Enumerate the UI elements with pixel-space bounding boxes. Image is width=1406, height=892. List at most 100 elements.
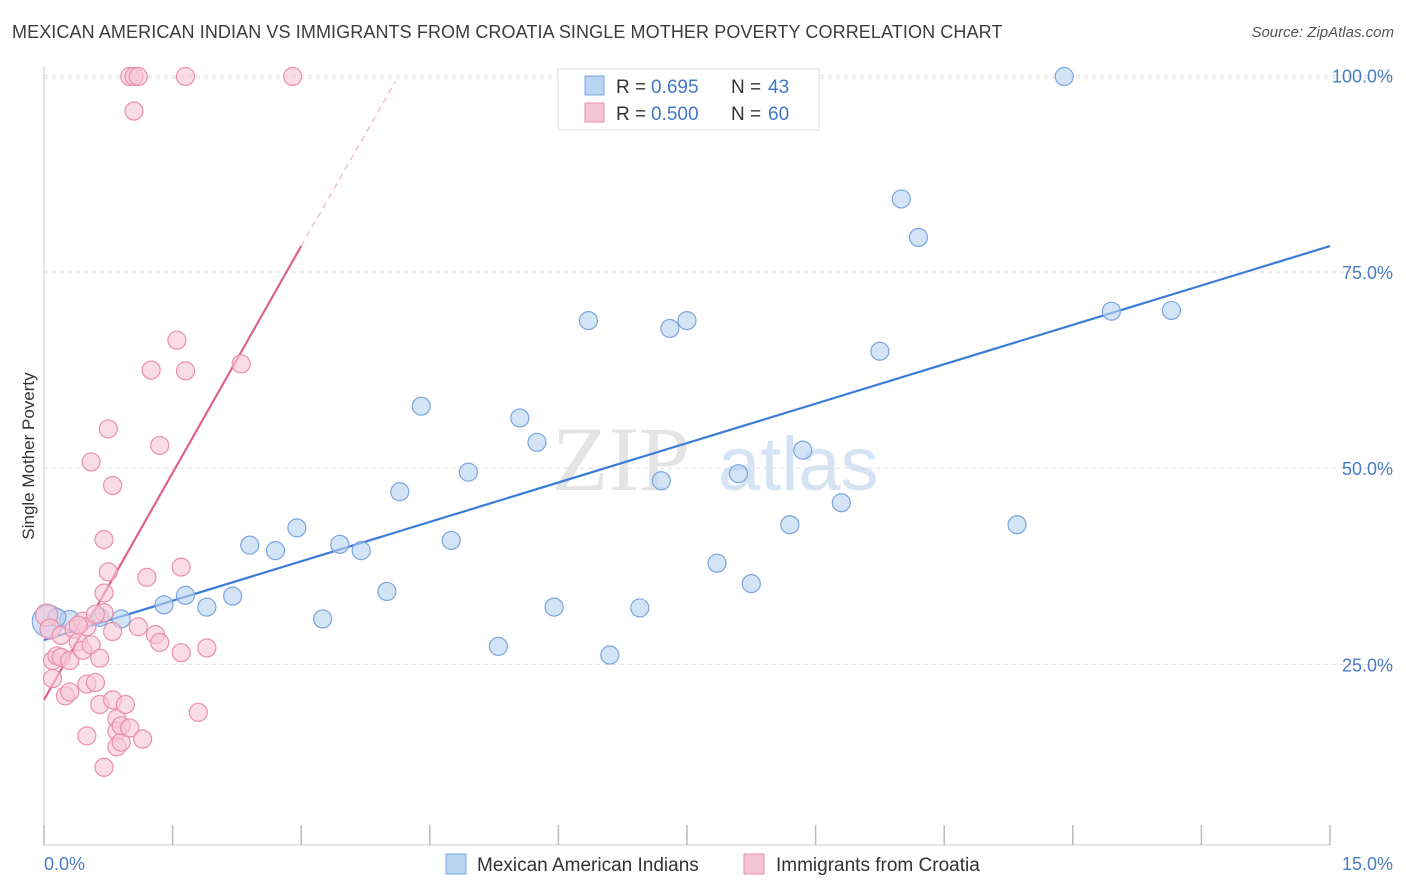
point-blue-18 <box>458 462 478 482</box>
point-pink-9 <box>60 650 80 671</box>
point-pink-40 <box>141 360 161 380</box>
point-pink-19 <box>85 672 106 693</box>
point-pink-46 <box>171 643 191 663</box>
point-blue-20 <box>510 408 530 428</box>
legend-n-label-2: N = <box>731 104 761 125</box>
point-pink-16 <box>77 726 97 746</box>
trend-lines <box>43 80 1331 701</box>
point-blue-23 <box>578 311 599 331</box>
point-pink-50 <box>231 354 251 374</box>
point-pink-49 <box>197 638 217 658</box>
point-pink-23 <box>94 583 114 603</box>
point-pink-43 <box>150 435 170 456</box>
point-blue-11 <box>313 609 333 629</box>
point-pink-39 <box>137 567 157 587</box>
point-blue-31 <box>741 573 761 594</box>
bottom-legend-label-pink: Immigrants from Croatia <box>776 855 980 876</box>
point-blue-41 <box>1161 300 1181 321</box>
tick-labels: 25.0% 50.0% 75.0% 100.0% 0.0% 15.0% <box>44 67 1393 874</box>
point-blue-13 <box>351 541 371 561</box>
point-blue-7 <box>223 586 243 606</box>
point-pink-54 <box>124 101 144 121</box>
point-blue-26 <box>651 471 671 491</box>
point-pink-35 <box>115 694 136 715</box>
point-pink-36 <box>120 718 140 738</box>
point-pink-8 <box>60 682 80 702</box>
point-pink-26 <box>94 757 114 777</box>
watermark-zip: ZIP <box>552 408 690 510</box>
point-blue-5 <box>175 585 196 605</box>
point-pink-29 <box>102 475 123 496</box>
data-points <box>31 66 1181 777</box>
watermark: ZIP atlas <box>552 408 879 510</box>
point-blue-38 <box>1007 515 1027 535</box>
legend-n-value-1: 43 <box>768 77 789 98</box>
point-pink-44 <box>167 330 187 350</box>
point-pink-48 <box>188 702 208 722</box>
point-pink-28 <box>98 419 118 439</box>
point-blue-27 <box>660 318 680 339</box>
point-blue-24 <box>600 645 620 665</box>
point-pink-24 <box>94 530 114 550</box>
point-blue-37 <box>908 227 929 248</box>
legend: R = 0.695 N = 43 R = 0.500 N = 60 <box>557 68 820 131</box>
point-blue-17 <box>441 530 461 551</box>
legend-r-label-1: R = <box>616 77 646 98</box>
point-blue-32 <box>780 515 800 535</box>
point-blue-34 <box>831 493 851 513</box>
point-pink-59 <box>102 621 123 642</box>
point-blue-39 <box>1054 66 1074 87</box>
bottom-legend: Mexican American Indians Immigrants from… <box>445 853 980 876</box>
point-blue-36 <box>891 189 911 209</box>
point-pink-47 <box>175 361 196 381</box>
point-blue-25 <box>630 598 650 618</box>
point-pink-20 <box>90 648 110 668</box>
legend-swatch-pink <box>584 102 605 123</box>
point-blue-40 <box>1101 301 1121 321</box>
y-axis-label: Single Mother Poverty <box>19 372 38 540</box>
point-blue-16 <box>411 396 431 416</box>
y-tick-label-3: 100.0% <box>1332 67 1393 87</box>
legend-n-value-2: 60 <box>768 104 789 125</box>
point-blue-4 <box>154 595 174 615</box>
point-pink-56 <box>283 66 303 87</box>
point-blue-15 <box>390 482 410 502</box>
watermark-atlas: atlas <box>718 422 879 507</box>
point-blue-21 <box>527 432 547 452</box>
point-pink-25 <box>98 562 118 582</box>
point-pink-55 <box>175 66 196 87</box>
point-blue-30 <box>728 464 749 484</box>
x-tick-label-1: 15.0% <box>1342 854 1393 874</box>
point-pink-53 <box>128 66 148 87</box>
point-blue-12 <box>330 534 350 554</box>
y-tick-label-1: 50.0% <box>1342 459 1393 479</box>
point-blue-33 <box>793 440 813 460</box>
point-blue-8 <box>240 535 260 555</box>
legend-r-value-2: 0.500 <box>651 104 699 125</box>
axes <box>43 66 1331 846</box>
bottom-legend-label-blue: Mexican American Indians <box>477 855 699 876</box>
point-blue-22 <box>544 597 564 617</box>
chart-title: MEXICAN AMERICAN INDIAN VS IMMIGRANTS FR… <box>12 22 1003 42</box>
point-blue-6 <box>197 597 217 617</box>
point-pink-42 <box>150 632 170 653</box>
point-blue-28 <box>677 311 697 331</box>
trend-line-blue <box>43 244 1331 642</box>
point-pink-17 <box>81 452 101 472</box>
point-blue-10 <box>287 518 307 538</box>
point-blue-14 <box>377 581 397 602</box>
bottom-legend-swatch-blue <box>445 853 467 875</box>
point-pink-57 <box>68 615 88 635</box>
point-blue-29 <box>707 553 727 573</box>
legend-r-label-2: R = <box>616 104 646 125</box>
point-blue-19 <box>488 636 508 656</box>
point-blue-35 <box>870 341 890 361</box>
point-pink-37 <box>128 617 148 637</box>
legend-r-value-1: 0.695 <box>651 77 699 98</box>
point-pink-58 <box>85 604 106 624</box>
point-blue-9 <box>265 541 286 561</box>
point-pink-3 <box>42 668 63 689</box>
bottom-legend-swatch-pink <box>743 853 765 875</box>
point-pink-45 <box>171 557 191 577</box>
